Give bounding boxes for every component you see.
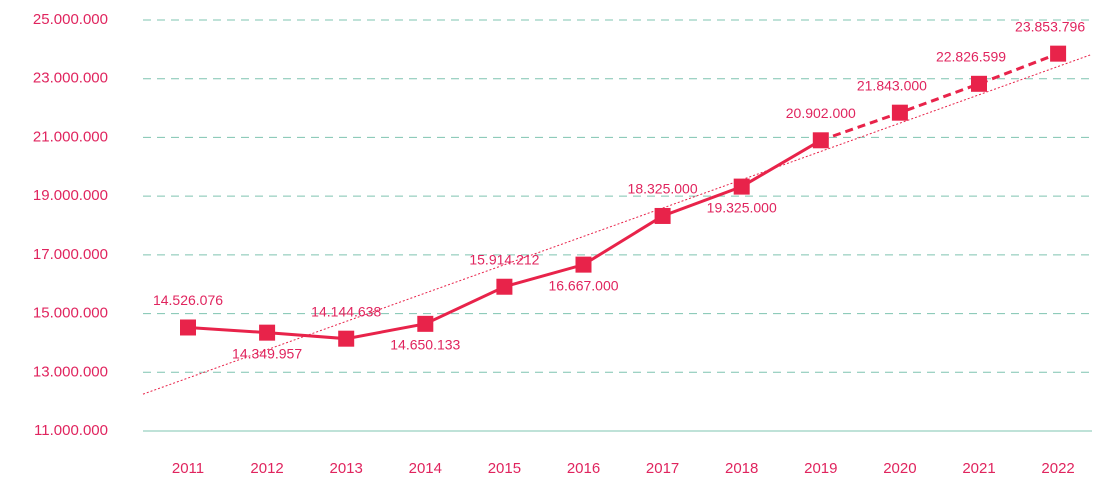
marker (891, 104, 908, 121)
x-tick-label: 2020 (883, 460, 916, 477)
data-label: 14.349.957 (232, 345, 302, 361)
data-label: 21.843.000 (857, 77, 927, 93)
data-label: 20.902.000 (786, 105, 856, 121)
marker (575, 256, 592, 273)
y-tick-label: 19.000.000 (33, 187, 108, 204)
data-label: 14.650.133 (390, 337, 460, 353)
marker (259, 324, 276, 341)
data-label: 19.325.000 (707, 199, 777, 215)
x-tick-label: 2018 (725, 460, 758, 477)
marker (338, 330, 355, 347)
x-tick-label: 2017 (646, 460, 679, 477)
line (187, 139, 822, 341)
y-tick-label: 13.000.000 (33, 363, 108, 380)
x-tick-label: 2022 (1041, 460, 1074, 477)
marker (733, 178, 750, 195)
x-tick-label: 2015 (488, 460, 521, 477)
x-tick-label: 2019 (804, 460, 837, 477)
x-tick-label: 2012 (250, 460, 283, 477)
marker (971, 75, 987, 92)
marker (417, 315, 434, 332)
x-tick-label: 2013 (330, 460, 363, 477)
data-label: 16.667.000 (548, 277, 618, 293)
x-tick-label: 2016 (567, 460, 600, 477)
data-label: 14.526.076 (153, 292, 223, 308)
marker (654, 207, 671, 224)
data-label: 22.826.599 (936, 49, 1006, 65)
marker (496, 278, 513, 295)
y-tick-label: 17.000.000 (33, 246, 108, 263)
y-tick-label: 23.000.000 (33, 70, 108, 87)
data-label: 18.325.000 (628, 181, 698, 197)
line-projected (820, 52, 1059, 142)
data-label: 14.144.638 (311, 303, 381, 319)
y-tick-label: 21.000.000 (33, 128, 108, 145)
marker (812, 132, 829, 149)
y-tick-label: 25.000.000 (33, 11, 108, 28)
trendline (142, 53, 1093, 395)
x-tick-label: 2014 (409, 460, 442, 477)
data-label: 15.914.212 (469, 251, 539, 267)
y-tick-label: 11.000.000 (34, 422, 108, 439)
marker (180, 319, 196, 336)
marker (1050, 45, 1067, 62)
data-label: 23.853.796 (1015, 18, 1085, 34)
x-tick-label: 2021 (962, 460, 995, 477)
x-tick-label: 2011 (172, 460, 204, 477)
y-tick-label: 15.000.000 (33, 305, 108, 322)
